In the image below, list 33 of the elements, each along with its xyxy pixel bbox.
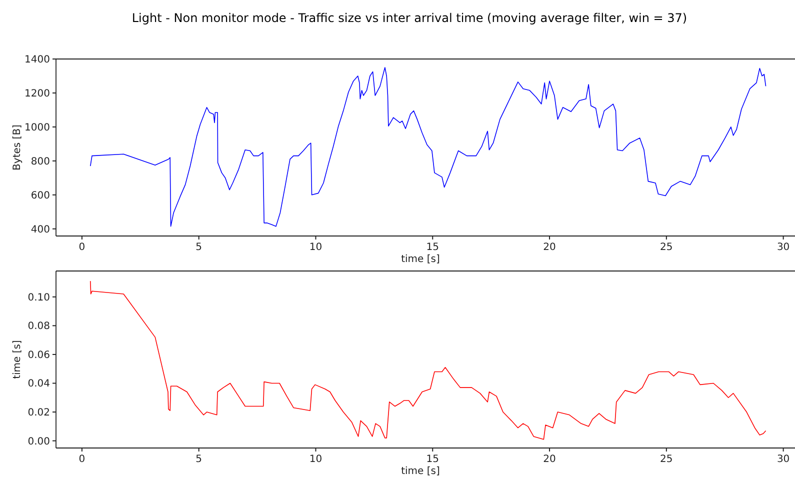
y-tick-label: 0.08 bbox=[28, 321, 50, 332]
x-tick-label: 5 bbox=[196, 242, 202, 253]
y-tick-label: 600 bbox=[30, 190, 50, 202]
x-tick-label: 25 bbox=[660, 242, 673, 253]
y-tick-label: 0.10 bbox=[28, 292, 50, 304]
x-tick-label: 30 bbox=[776, 454, 790, 465]
line-series bbox=[90, 280, 766, 440]
x-tick-label: 20 bbox=[543, 242, 556, 253]
x-tick-label: 5 bbox=[196, 454, 202, 465]
y-tick-label: 400 bbox=[30, 224, 50, 236]
y-axis-title: Bytes [B] bbox=[12, 124, 23, 170]
x-tick-label: 20 bbox=[543, 454, 556, 465]
y-tick-label: 1000 bbox=[24, 122, 50, 134]
x-tick-label: 10 bbox=[309, 454, 322, 465]
x-tick-label: 25 bbox=[660, 454, 673, 465]
y-tick-label: 0.06 bbox=[28, 350, 50, 361]
x-axis-title: time [s] bbox=[401, 466, 440, 477]
chart-title: Light - Non monitor mode - Traffic size vs inter arrival time (moving average filter, win = 37) bbox=[132, 11, 688, 25]
y-tick-label: 0.00 bbox=[28, 436, 50, 448]
y-tick-label: 0.04 bbox=[28, 378, 50, 390]
y-tick-label: 0.02 bbox=[28, 408, 50, 419]
x-tick-label: 15 bbox=[426, 242, 439, 253]
y-tick-label: 1400 bbox=[24, 54, 50, 66]
x-tick-label: 15 bbox=[426, 454, 439, 465]
x-axis-title: time [s] bbox=[401, 254, 440, 265]
x-tick-label: 30 bbox=[776, 242, 790, 253]
line-series bbox=[90, 67, 766, 227]
y-axis-title: time [s] bbox=[12, 340, 23, 379]
y-tick-label: 1200 bbox=[24, 88, 50, 100]
x-tick-label: 10 bbox=[309, 242, 322, 253]
x-tick-label: 0 bbox=[78, 454, 86, 465]
x-tick-label: 0 bbox=[78, 242, 86, 253]
y-tick-label: 800 bbox=[30, 156, 50, 168]
